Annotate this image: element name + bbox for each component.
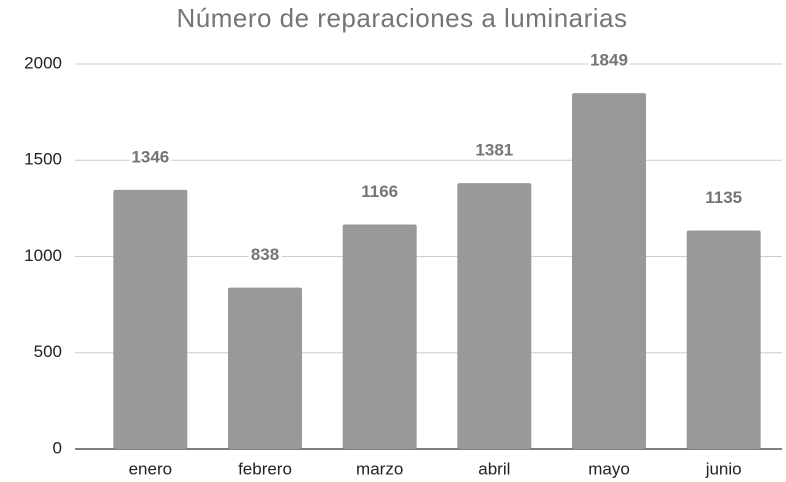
bar [457, 183, 532, 449]
data-label: 1381 [475, 141, 513, 160]
y-tick-label: 500 [34, 342, 62, 361]
data-label: 1849 [590, 51, 628, 70]
x-tick-label: junio [705, 459, 742, 478]
bar [686, 230, 761, 449]
data-label: 1135 [705, 188, 742, 207]
data-label: 838 [251, 245, 279, 264]
y-tick-label: 1500 [24, 150, 62, 169]
x-tick-label: abril [478, 459, 510, 478]
bar [228, 287, 302, 449]
x-tick-label: febrero [238, 459, 292, 478]
bar [113, 189, 188, 449]
chart-title: Número de reparaciones a luminarias [176, 3, 627, 33]
x-tick-label: mayo [588, 459, 630, 478]
x-tick-label: enero [129, 459, 172, 478]
y-tick-label: 2000 [24, 53, 62, 72]
bar [572, 93, 646, 449]
data-label: 1166 [361, 182, 398, 201]
y-tick-label: 0 [53, 438, 62, 457]
x-tick-label: marzo [356, 459, 403, 478]
y-tick-label: 1000 [24, 246, 62, 265]
bar [342, 224, 417, 449]
data-label: 1346 [131, 147, 169, 166]
